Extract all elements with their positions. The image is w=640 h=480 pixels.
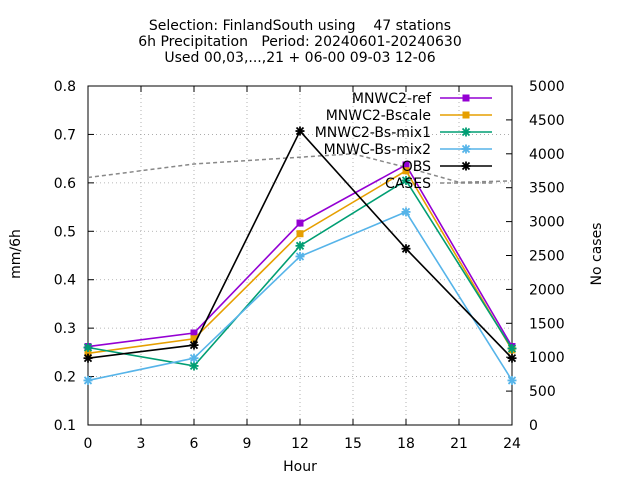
- x-tick-label: 12: [291, 436, 309, 452]
- legend-item: CASES: [385, 176, 492, 192]
- x-tick-label: 6: [190, 436, 199, 452]
- x-tick-label: 9: [243, 436, 252, 452]
- chart-title: Selection: FinlandSouth using 47 station…: [138, 18, 461, 66]
- legend-item: OBS: [402, 159, 492, 175]
- legend-label: MNWC-Bs-mix2: [324, 142, 431, 158]
- point-marker: [507, 343, 517, 353]
- x-tick-label: 24: [503, 436, 521, 452]
- y-axis-label: mm/6h: [8, 229, 24, 279]
- legend-item: MNWC2-Bs-mix1: [315, 125, 492, 141]
- y2-tick-label: 2000: [529, 282, 565, 298]
- y2-tick-label: 4500: [529, 113, 565, 129]
- point-marker: [402, 161, 410, 169]
- y2-tick-label: 1000: [529, 350, 565, 366]
- y-tick-label: 0.8: [54, 79, 76, 95]
- series-mnwc-bs-mix2: [83, 207, 517, 385]
- y-tick-label: 0.2: [54, 370, 76, 386]
- point-marker: [507, 375, 517, 385]
- point-marker: [296, 230, 304, 238]
- point-marker: [189, 353, 199, 363]
- title-line: 6h Precipitation Period: 20240601-202406…: [138, 34, 461, 50]
- y-tick-label: 0.6: [54, 176, 76, 192]
- point-marker: [84, 349, 92, 357]
- point-marker: [189, 361, 199, 371]
- y-tick-label: 0.5: [54, 224, 76, 240]
- y2-tick-label: 5000: [529, 79, 565, 95]
- series-mnwc2-bs-mix1: [83, 175, 517, 371]
- point-marker: [83, 343, 93, 353]
- x-axis-label: Hour: [283, 459, 317, 475]
- point-marker: [507, 353, 517, 363]
- y2-tick-label: 500: [529, 384, 556, 400]
- point-marker: [401, 175, 411, 185]
- point-marker: [461, 144, 471, 154]
- legend-item: MNWC2-ref: [352, 91, 492, 107]
- point-marker: [295, 126, 305, 136]
- point-marker: [402, 167, 410, 175]
- point-marker: [83, 353, 93, 363]
- point-marker: [462, 94, 470, 102]
- cases-line: [87, 153, 513, 184]
- point-marker: [401, 244, 411, 254]
- legend-item: MNWC-Bs-mix2: [324, 142, 492, 158]
- point-marker: [190, 329, 198, 337]
- y2-tick-label: 3500: [529, 181, 565, 197]
- point-marker: [461, 161, 471, 171]
- cases-series: [87, 153, 513, 184]
- point-marker: [296, 219, 304, 227]
- x-tick-label: 3: [137, 436, 146, 452]
- point-marker: [83, 375, 93, 385]
- y-tick-label: 0.3: [54, 321, 76, 337]
- y-tick-label: 0.4: [54, 273, 76, 289]
- point-marker: [189, 340, 199, 350]
- legend-label: CASES: [385, 176, 431, 192]
- legend-label: OBS: [402, 159, 431, 175]
- legend-label: MNWC2-ref: [352, 91, 432, 107]
- y2-tick-label: 2500: [529, 249, 565, 265]
- legend-item: MNWC2-Bscale: [326, 108, 492, 124]
- axis-ticks: 0 3 6 9 12 15 18 21 24 0.1 0.2 0.3 0.4 0.5 0.6 0.7 0.8 0 5…: [54, 79, 565, 452]
- legend-label: MNWC2-Bs-mix1: [315, 125, 431, 141]
- point-marker: [462, 111, 470, 119]
- point-marker: [295, 241, 305, 251]
- x-tick-label: 21: [450, 436, 468, 452]
- point-marker: [190, 335, 198, 343]
- x-tick-label: 18: [397, 436, 415, 452]
- point-marker: [295, 251, 305, 261]
- title-line: Used 00,03,...,21 + 06-00 09-03 12-06: [164, 50, 435, 66]
- x-tick-label: 0: [84, 436, 93, 452]
- legend: MNWC2-refMNWC2-BscaleMNWC2-Bs-mix1MNWC-B…: [315, 91, 492, 192]
- x-tick-label: 15: [344, 436, 362, 452]
- y2-tick-label: 3000: [529, 215, 565, 231]
- y2-tick-label: 4000: [529, 147, 565, 163]
- series-obs: [83, 126, 517, 363]
- series-layer: [83, 126, 517, 385]
- y-tick-label: 0.1: [54, 418, 76, 434]
- title-line: Selection: FinlandSouth using 47 station…: [149, 18, 451, 34]
- legend-label: MNWC2-Bscale: [326, 108, 431, 124]
- point-marker: [461, 127, 471, 137]
- y-tick-label: 0.7: [54, 127, 76, 143]
- y2-axis-label: No cases: [589, 223, 605, 286]
- y2-tick-label: 1500: [529, 316, 565, 332]
- point-marker: [401, 207, 411, 217]
- y2-tick-label: 0: [529, 418, 538, 434]
